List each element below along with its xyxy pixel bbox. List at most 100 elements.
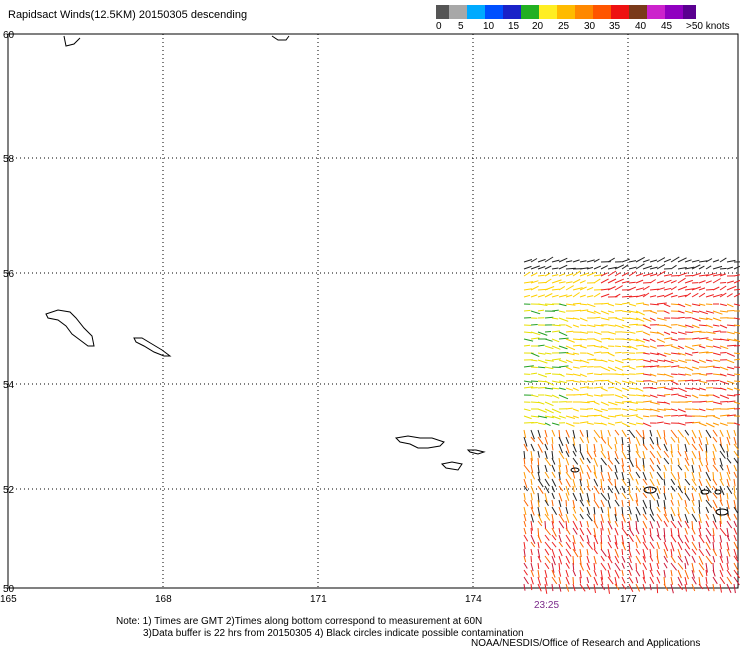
wind-vector <box>719 345 729 350</box>
wind-vector <box>579 471 582 481</box>
wind-vector <box>621 436 624 446</box>
wind-vector <box>565 281 573 284</box>
wind-vector <box>586 471 591 480</box>
wind-vector <box>656 520 661 528</box>
wind-vector <box>551 317 559 320</box>
wind-vector <box>670 471 677 481</box>
wind-vector <box>649 266 658 270</box>
wind-vector <box>719 273 727 277</box>
wind-vector <box>600 583 606 591</box>
wind-vector <box>579 436 584 444</box>
wind-vector <box>558 285 566 291</box>
lon-label-177: 177 <box>620 594 637 605</box>
wind-vector <box>607 429 611 437</box>
wind-vector <box>719 366 729 371</box>
wind-vector <box>656 527 660 537</box>
wind-vector <box>537 548 541 558</box>
wind-vector <box>551 464 556 472</box>
wind-vector <box>698 373 708 376</box>
wind-vector <box>649 387 657 390</box>
wind-vector <box>593 520 599 529</box>
wind-vector <box>712 379 720 382</box>
wind-vector <box>586 583 591 590</box>
wind-vector <box>698 408 706 412</box>
wind-vector <box>663 408 672 411</box>
wind-vector <box>698 569 704 578</box>
colorbar-label: 40 <box>635 21 647 32</box>
wind-vector <box>572 464 576 473</box>
wind-vector <box>684 464 690 472</box>
wind-vector <box>698 280 706 284</box>
wind-vector <box>586 429 589 438</box>
wind-vector <box>705 265 712 270</box>
wind-vector <box>698 548 705 557</box>
wind-vector <box>663 279 672 284</box>
wind-vector <box>523 408 531 412</box>
wind-vector <box>565 260 573 263</box>
wind-vector <box>628 266 637 270</box>
wind-vector <box>607 352 615 357</box>
lat-label-58: 58 <box>3 154 15 165</box>
wind-vector <box>537 478 544 488</box>
wind-vector <box>719 310 728 313</box>
wind-vector <box>719 471 723 481</box>
wind-vector <box>663 492 667 500</box>
wind-vector <box>614 303 623 306</box>
wind-vector <box>558 555 563 565</box>
wind-vector <box>677 450 682 457</box>
wind-vector <box>705 258 713 263</box>
wind-vector <box>593 429 601 439</box>
wind-vector <box>677 457 680 466</box>
wind-vector <box>670 555 676 564</box>
wind-vector <box>544 576 548 586</box>
wind-vector <box>691 478 697 486</box>
wind-vector <box>600 562 607 571</box>
wind-vector <box>642 285 650 291</box>
wind-vector <box>544 548 550 556</box>
wind-vector <box>558 471 561 480</box>
wind-vector <box>642 429 645 440</box>
wind-vector <box>677 485 684 494</box>
wind-vector <box>733 380 740 382</box>
wind-vector <box>684 520 690 529</box>
wind-vector <box>579 373 587 378</box>
colorbar-swatch <box>665 5 683 19</box>
wind-vector <box>551 309 559 312</box>
wind-vector <box>565 513 570 523</box>
pass-time-label: 23:25 <box>534 600 560 611</box>
wind-vector <box>607 324 616 327</box>
wind-vector <box>544 457 552 467</box>
wind-vector <box>607 380 616 385</box>
wind-vector <box>719 478 725 487</box>
wind-vector <box>726 429 731 439</box>
wind-vector <box>712 401 723 405</box>
wind-vector <box>600 337 611 340</box>
wind-vector <box>558 492 563 502</box>
wind-vector <box>656 338 666 343</box>
wind-vector <box>663 393 671 396</box>
wind-vector <box>523 309 531 312</box>
wind-vector <box>677 499 680 507</box>
wind-vector <box>544 534 550 541</box>
wind-vector <box>544 415 554 419</box>
wind-vector <box>663 365 671 368</box>
wind-vector <box>705 324 713 328</box>
island-atka-1 <box>394 435 445 449</box>
wind-vector <box>558 365 569 368</box>
wind-vector <box>726 576 733 585</box>
wind-vector <box>530 352 540 358</box>
wind-vector <box>600 265 608 270</box>
wind-vector <box>698 506 701 514</box>
wind-vector <box>663 548 668 558</box>
wind-vector <box>705 485 712 494</box>
wind-vector <box>698 359 706 363</box>
wind-vector <box>628 366 636 370</box>
colorbar-swatch <box>467 5 485 19</box>
wind-vector <box>565 359 573 364</box>
wind-vector <box>530 443 535 452</box>
wind-vector <box>649 450 656 459</box>
wind-vector <box>593 274 603 277</box>
wind-vector <box>642 265 653 270</box>
wind-vector <box>663 292 674 298</box>
wind-vector <box>691 394 699 399</box>
